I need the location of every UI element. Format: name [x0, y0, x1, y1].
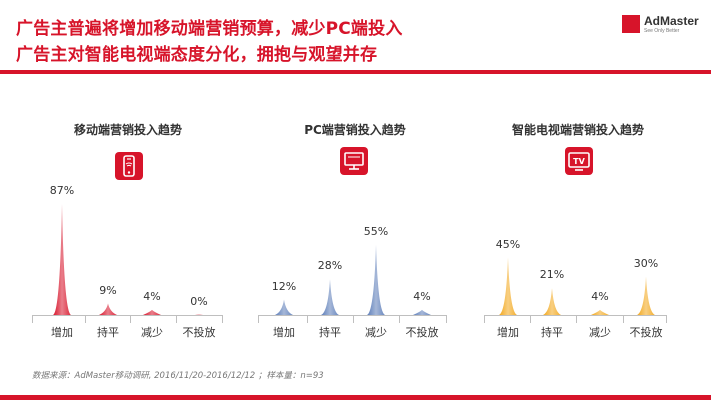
bar-mobile-3 [195, 314, 203, 315]
bar-tv-2 [591, 309, 609, 315]
category-label-pc-2: 减少 [365, 326, 387, 339]
category-label-tv-0: 增加 [497, 326, 519, 339]
logo-mark-icon [622, 15, 640, 33]
baseline-mobile [32, 315, 222, 316]
page-title-line1: 广告主普遍将增加移动端营销预算，减少PC端投入 [16, 19, 403, 39]
category-label-pc-3: 不投放 [405, 326, 439, 339]
admaster-logo: AdMaster See Only Better [622, 14, 706, 38]
category-label-mobile-2: 减少 [141, 326, 163, 339]
axis-tick-pc [353, 315, 354, 323]
bar-pc-2 [367, 244, 385, 315]
bar-mobile-1 [99, 303, 117, 315]
axis-tick-tv [623, 315, 624, 323]
footer-rule [0, 395, 711, 400]
baseline-tv [484, 315, 666, 316]
data-source-note: 数据来源：AdMaster移动调研, 2016/11/20-2016/12/12… [32, 371, 324, 381]
value-label-pc-0: 12% [271, 279, 297, 293]
page-title-line2: 广告主对智能电视端态度分化，拥抱与观望并存 [16, 45, 378, 65]
axis-tick-pc [258, 315, 259, 323]
category-label-pc-1: 持平 [319, 326, 341, 339]
bar-tv-0 [499, 257, 517, 315]
value-label-tv-3: 30% [633, 256, 659, 270]
axis-tick-mobile [85, 315, 86, 323]
value-label-pc-3: 4% [413, 289, 431, 303]
bar-pc-3 [413, 309, 431, 315]
svg-text:TV: TV [573, 157, 585, 166]
tv-icon: TV [565, 147, 593, 175]
axis-tick-pc [399, 315, 400, 323]
value-label-tv-2: 4% [591, 289, 609, 303]
chart-title-pc: PC端营销投入趋势 [304, 123, 406, 137]
axis-tick-mobile [222, 315, 223, 323]
axis-tick-tv [666, 315, 667, 323]
bar-mobile-0 [53, 203, 71, 315]
axis-tick-pc [446, 315, 447, 323]
axis-tick-mobile [32, 315, 33, 323]
axis-tick-mobile [130, 315, 131, 323]
category-label-mobile-0: 增加 [51, 326, 73, 339]
baseline-pc [258, 315, 446, 316]
value-label-mobile-1: 9% [99, 283, 117, 297]
bar-tv-3 [637, 276, 655, 315]
category-label-tv-2: 减少 [589, 326, 611, 339]
axis-tick-tv [530, 315, 531, 323]
category-label-pc-0: 增加 [273, 326, 295, 339]
axis-tick-mobile [176, 315, 177, 323]
value-label-tv-0: 45% [495, 237, 521, 251]
value-label-mobile-3: 0% [190, 295, 208, 308]
category-label-mobile-3: 不投放 [182, 326, 216, 339]
logo-text: AdMaster [644, 14, 699, 28]
category-label-mobile-1: 持平 [97, 326, 119, 339]
chart-title-tv: 智能电视端营销投入趋势 [511, 123, 644, 137]
mobile-phone-icon [115, 152, 143, 180]
bar-tv-1 [543, 288, 561, 315]
value-label-mobile-0: 87% [49, 183, 75, 197]
category-label-tv-1: 持平 [541, 326, 563, 339]
value-label-pc-1: 28% [317, 259, 343, 273]
value-label-pc-2: 55% [363, 224, 389, 238]
bar-mobile-2 [143, 309, 161, 315]
axis-tick-tv [484, 315, 485, 323]
value-label-tv-1: 21% [539, 268, 565, 282]
bar-pc-0 [275, 299, 293, 315]
category-label-tv-3: 不投放 [629, 326, 663, 339]
bar-pc-1 [321, 279, 339, 315]
monitor-icon [340, 147, 368, 175]
logo-subtext: See Only Better [644, 28, 680, 34]
header-rule [0, 70, 711, 74]
axis-tick-pc [307, 315, 308, 323]
axis-tick-tv [576, 315, 577, 323]
value-label-mobile-2: 4% [143, 289, 161, 303]
chart-title-mobile: 移动端营销投入趋势 [73, 123, 182, 137]
